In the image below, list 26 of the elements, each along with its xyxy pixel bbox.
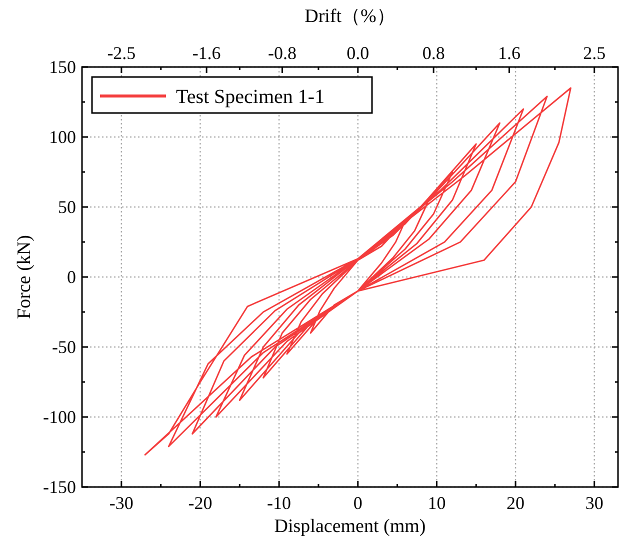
x-tick-label: -30 [109,493,134,513]
x2-tick-label: 0.8 [422,43,445,63]
x2-tick-label: 2.5 [583,43,606,63]
x2-axis-title: Drift（%） [304,6,396,27]
y-tick-label: 100 [49,127,76,147]
y-tick-label: 0 [67,267,76,287]
x2-tick-label: -2.5 [107,43,136,63]
x-axis-title: Displacement (mm) [274,516,426,537]
y-tick-label: -150 [43,477,76,497]
y-tick-label: 50 [58,197,76,217]
x2-tick-label: 0.0 [346,43,370,63]
line-series [144,87,572,456]
x2-tick-label: -0.8 [268,43,296,63]
y-tick-label: 150 [49,57,76,77]
x2-tick-label: -1.6 [192,43,221,63]
x-tick-label: -10 [267,493,292,513]
x-tick-label: -20 [188,493,212,513]
x-tick-label: 30 [585,493,604,513]
legend-label: Test Specimen 1-1 [176,86,325,108]
x-tick-label: 0 [353,493,362,513]
x-tick-label: 10 [428,493,446,513]
x-tick-label: 20 [506,493,525,513]
x2-tick-label: 1.6 [498,43,520,63]
y-tick-label: -50 [52,337,76,357]
y-tick-label: -100 [43,407,76,427]
y-axis-title: Force (kN) [14,235,35,319]
